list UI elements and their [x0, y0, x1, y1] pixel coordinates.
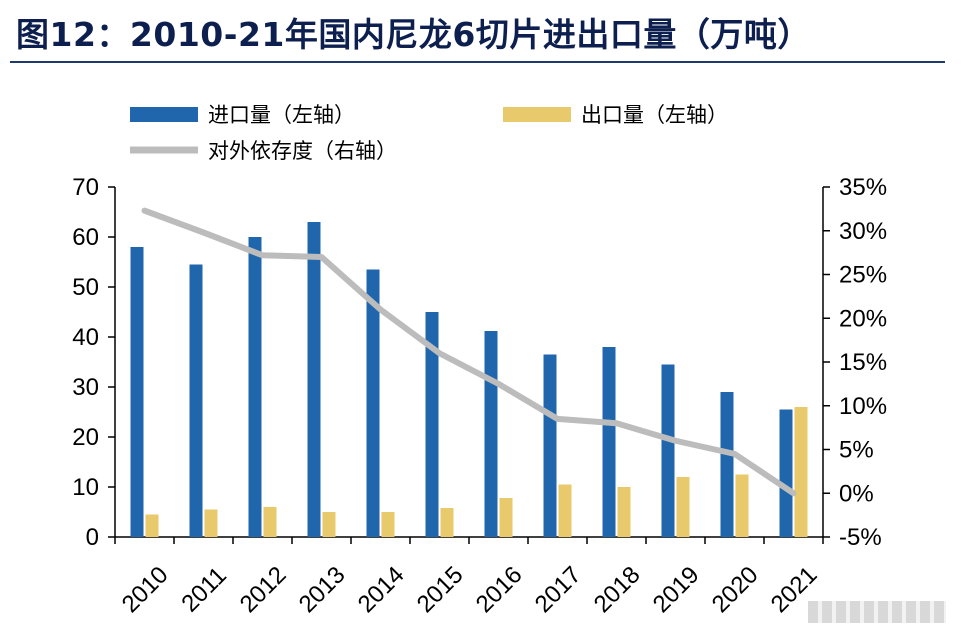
plot-area: 0 10 20 30 40 50 60 70 -5% 0% 5% 10% 15% 20% 25% 30% 35%… — [72, 174, 887, 618]
bar-export — [145, 514, 159, 537]
bar-import — [543, 354, 557, 537]
bar-export — [617, 487, 631, 537]
x-tick-label: 2014 — [353, 561, 410, 618]
left-tick-label: 40 — [72, 324, 99, 351]
left-tick-label: 50 — [72, 274, 99, 301]
bar-export — [735, 474, 749, 537]
bar-import — [248, 237, 262, 537]
bar-export — [263, 507, 277, 537]
bar-export — [499, 498, 513, 537]
x-tick-label: 2012 — [235, 561, 292, 618]
x-tick-label: 2013 — [294, 561, 351, 618]
bar-export — [322, 512, 336, 537]
right-tick-label: 20% — [839, 305, 887, 332]
right-tick-label: 10% — [839, 393, 887, 420]
bar-import — [661, 364, 675, 537]
x-tick-label: 2019 — [648, 561, 705, 618]
bar-import — [366, 269, 380, 537]
legend-swatch-export — [503, 107, 571, 122]
right-tick-label: 15% — [839, 349, 887, 376]
bar-import — [602, 347, 616, 537]
right-tick-label: 5% — [839, 437, 874, 464]
x-tick-label: 2016 — [471, 561, 528, 618]
x-tick-label: 2018 — [589, 561, 646, 618]
right-tick-label: 30% — [839, 218, 887, 245]
x-tick-label: 2020 — [707, 561, 764, 618]
bar-import — [720, 392, 734, 537]
right-tick-label: 25% — [839, 262, 887, 289]
x-tick-label: 2011 — [176, 562, 232, 618]
legend-label-import: 进口量（左轴） — [208, 103, 355, 127]
x-tick-label: 2010 — [117, 561, 174, 618]
left-tick-label: 70 — [72, 174, 99, 201]
left-tick-label: 30 — [72, 374, 99, 401]
bar-import — [425, 312, 439, 537]
bar-import — [779, 409, 793, 537]
left-tick-label: 60 — [72, 224, 99, 251]
legend-swatch-import — [130, 107, 198, 122]
bar-export — [558, 484, 572, 537]
bar-import — [130, 247, 144, 537]
x-tick-label: 2015 — [412, 561, 469, 618]
bar-export — [794, 407, 808, 537]
right-tick-label: -5% — [839, 524, 882, 551]
chart-title: 图12：2010-21年国内尼龙6切片进出口量（万吨） — [16, 15, 811, 54]
legend: 进口量（左轴） 出口量（左轴） 对外依存度（右轴） — [130, 103, 728, 163]
title-divider — [10, 61, 945, 63]
watermark — [808, 601, 946, 623]
left-tick-label: 20 — [72, 424, 99, 451]
right-tick-label: 0% — [839, 480, 874, 507]
bar-export — [204, 509, 218, 537]
bar-import — [189, 264, 203, 537]
bar-import — [484, 331, 498, 537]
bar-import — [307, 222, 321, 537]
left-tick-label: 10 — [72, 474, 99, 501]
bar-export — [381, 512, 395, 537]
right-tick-label: 35% — [839, 174, 887, 201]
bar-export — [676, 477, 690, 537]
bar-export — [440, 508, 454, 537]
left-tick-label: 0 — [86, 524, 99, 551]
x-tick-label: 2017 — [530, 561, 587, 618]
legend-label-dependence: 对外依存度（右轴） — [208, 139, 397, 163]
legend-label-export: 出口量（左轴） — [581, 103, 728, 127]
line-dependence — [141, 207, 797, 497]
